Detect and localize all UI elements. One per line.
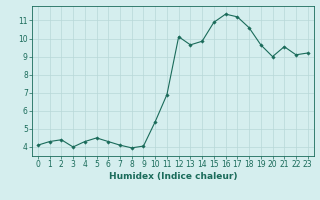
X-axis label: Humidex (Indice chaleur): Humidex (Indice chaleur) (108, 172, 237, 181)
